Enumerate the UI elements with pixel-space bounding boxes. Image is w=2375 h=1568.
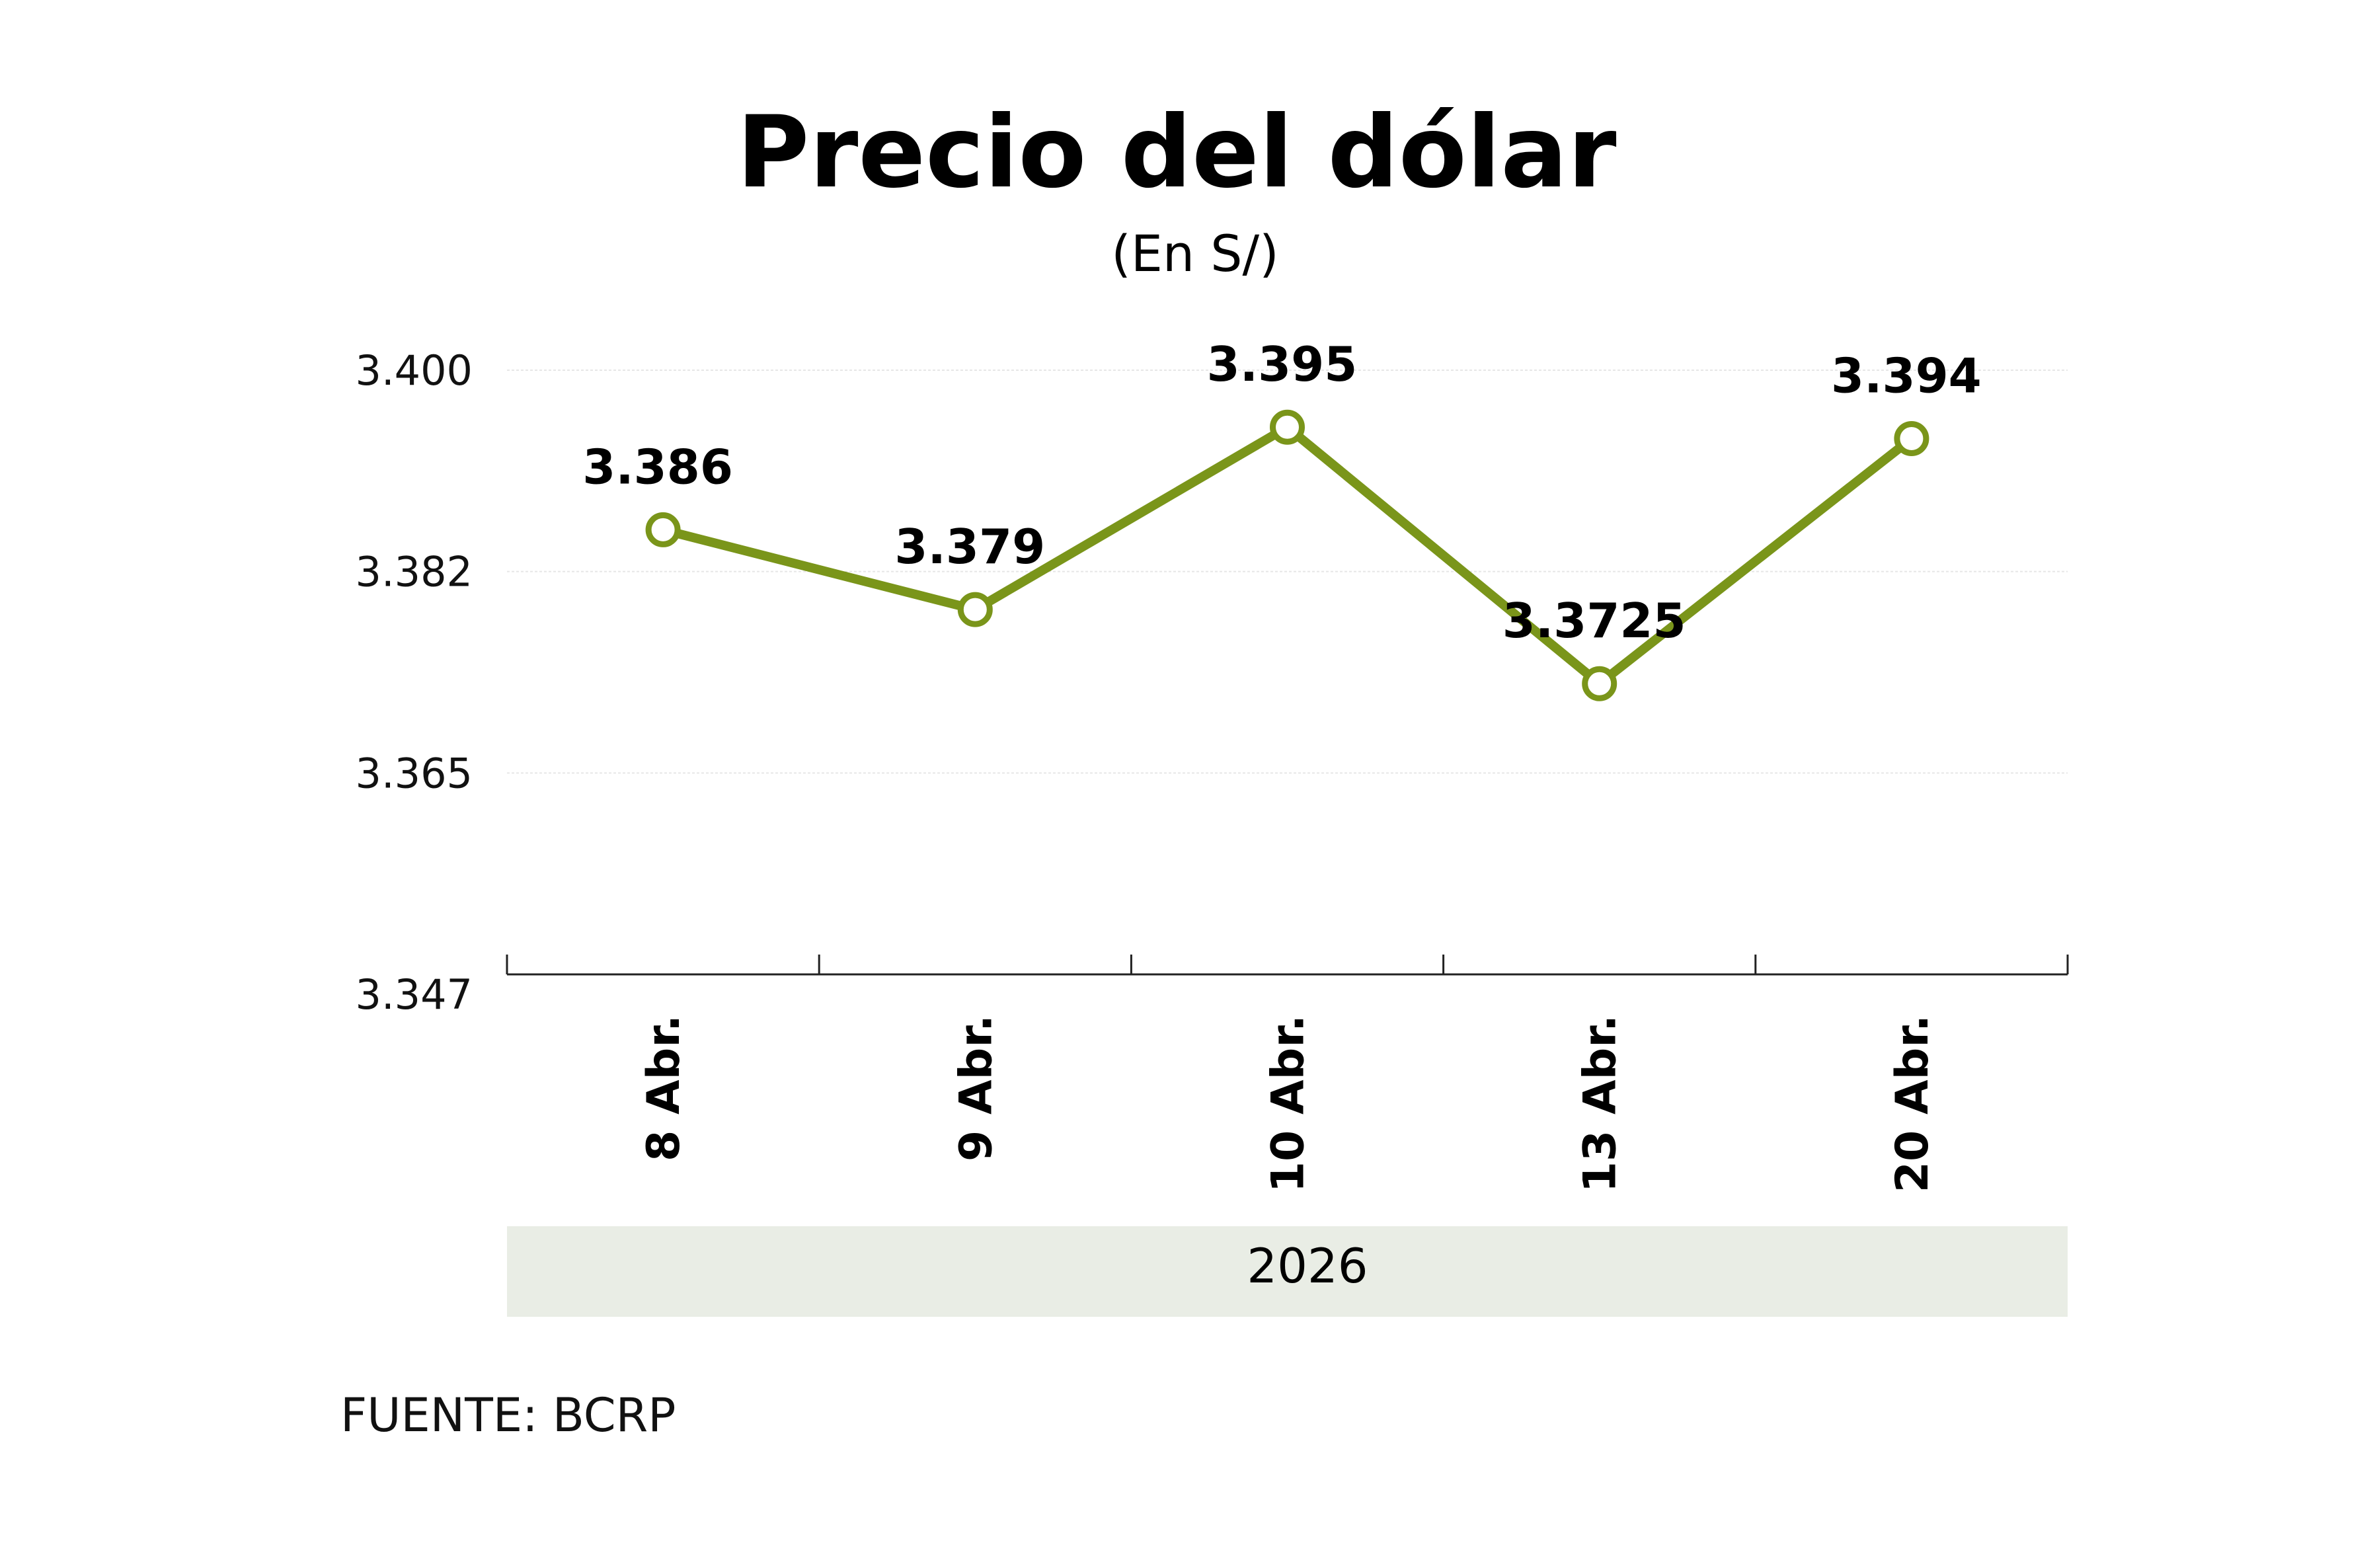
series-line [645, 409, 1929, 701]
series-path [662, 422, 1915, 689]
data-label: 3.3725 [1502, 593, 1686, 648]
data-point [1270, 409, 1305, 445]
data-label: 3.386 [582, 439, 733, 494]
data-point [645, 512, 681, 547]
x-tick-label: 9 Abr. [950, 1015, 1002, 1161]
chart-subtitle: (En S/) [1111, 224, 1279, 283]
chart-title: Precio del dólar [736, 95, 1616, 210]
y-axis-ticks: 3.400 3.382 3.365 3.347 [356, 346, 473, 1019]
y-tick-label: 3.365 [356, 749, 473, 797]
x-tick-label: 10 Abr. [1263, 1015, 1315, 1193]
y-tick-label: 3.400 [356, 346, 473, 395]
x-axis: 8 Abr. 9 Abr. 10 Abr. 13 Abr. 20 Abr. [506, 955, 2069, 1193]
year-band [507, 1226, 2068, 1317]
data-label: 3.395 [1207, 336, 1358, 392]
y-tick-label: 3.347 [356, 970, 473, 1019]
y-tick-label: 3.382 [356, 548, 473, 596]
x-tick-label: 20 Abr. [1887, 1015, 1939, 1193]
data-point [957, 592, 993, 627]
data-label: 3.379 [894, 519, 1045, 574]
data-point [1582, 666, 1617, 701]
x-tick-label: 13 Abr. [1575, 1015, 1627, 1193]
data-labels: 3.386 3.379 3.395 3.3725 3.394 [582, 336, 1982, 648]
x-tick-label: 8 Abr. [638, 1015, 690, 1161]
year-label: 2026 [1247, 1238, 1368, 1294]
gridlines [507, 370, 2068, 774]
data-point [1894, 420, 1929, 456]
data-label: 3.394 [1831, 348, 1982, 403]
source-note: FUENTE: BCRP [340, 1388, 676, 1442]
